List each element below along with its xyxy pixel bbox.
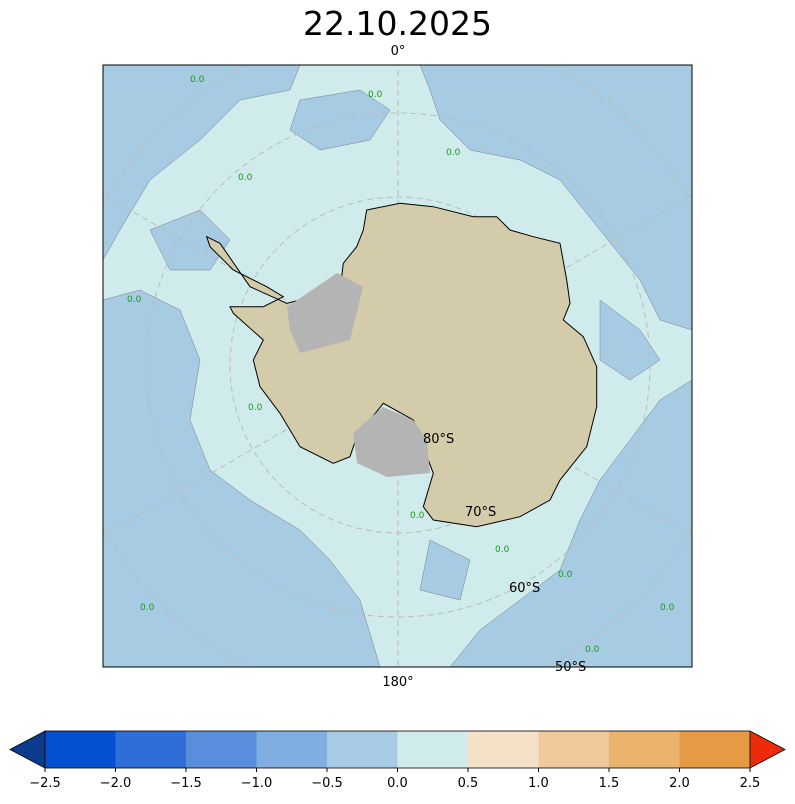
- contour-label: 0.0: [585, 645, 600, 655]
- colorbar-segment: [679, 731, 751, 768]
- contour-label: 0.0: [190, 75, 205, 85]
- parallel-label-70s: 70°S: [465, 505, 496, 520]
- meridian-label-180: 180°: [382, 675, 413, 690]
- colorbar-over-arrow: [749, 730, 786, 769]
- colorbar-segment: [186, 731, 257, 768]
- colorbar-tick-label: 2.5: [740, 776, 761, 791]
- colorbar-tick-label: −1.0: [241, 776, 273, 791]
- meridian-label-0: 0°: [391, 44, 406, 59]
- colorbar-tick-label: 1.0: [528, 776, 549, 791]
- colorbar-tick-label: 0.5: [458, 776, 479, 791]
- colorbar: −2.5 −2.0 −1.5 −1.0 −0.5 0.0 0.5 1.0 1.5 2.0 2.5: [9, 730, 786, 791]
- contour-label: 0.0: [238, 173, 253, 183]
- colorbar-tick-label: −2.5: [29, 776, 61, 791]
- contour-label: 0.0: [660, 603, 675, 613]
- contour-label: 0.0: [446, 148, 461, 158]
- parallel-label-80s: 80°S: [423, 432, 454, 447]
- colorbar-segment: [609, 731, 680, 768]
- map-title: 22.10.2025: [303, 4, 492, 43]
- colorbar-tick-label: −2.0: [100, 776, 132, 791]
- contour-labels: 0.0 0.0 0.0 0.0 0.0 0.0 0.0 0.0 0.0 0.0 …: [127, 75, 675, 655]
- contour-label: 0.0: [140, 603, 155, 613]
- contour-label: 0.0: [368, 90, 383, 100]
- negative-anomaly-regions: [103, 65, 692, 667]
- colorbar-segment: [256, 731, 328, 768]
- parallel-label-60s: 60°S: [509, 581, 540, 596]
- colorbar-segment: [327, 731, 398, 768]
- colorbar-tick-label: 2.0: [669, 776, 690, 791]
- colorbar-tick-label: 0.0: [387, 776, 408, 791]
- contour-label: 0.0: [248, 403, 263, 413]
- contour-label: 0.0: [558, 570, 573, 580]
- colorbar-under-arrow: [9, 730, 46, 769]
- colorbar-segment: [45, 731, 116, 768]
- map-frame: [102, 64, 693, 668]
- colorbar-tick-label: 1.5: [599, 776, 620, 791]
- ross-ice-shelf: [353, 407, 430, 477]
- colorbar-segment: [397, 731, 469, 768]
- weddell-ice-shelf: [287, 273, 363, 353]
- colorbar-segment: [115, 731, 187, 768]
- contour-label: 0.0: [495, 545, 510, 555]
- parallel-label-50s: 50°S: [555, 660, 586, 675]
- colorbar-segment: [468, 731, 539, 768]
- contour-label: 0.0: [410, 511, 425, 521]
- contour-label: 0.0: [127, 295, 142, 305]
- colorbar-tick-label: −0.5: [311, 776, 343, 791]
- colorbar-segment: [538, 731, 610, 768]
- colorbar-tick-label: −1.5: [170, 776, 202, 791]
